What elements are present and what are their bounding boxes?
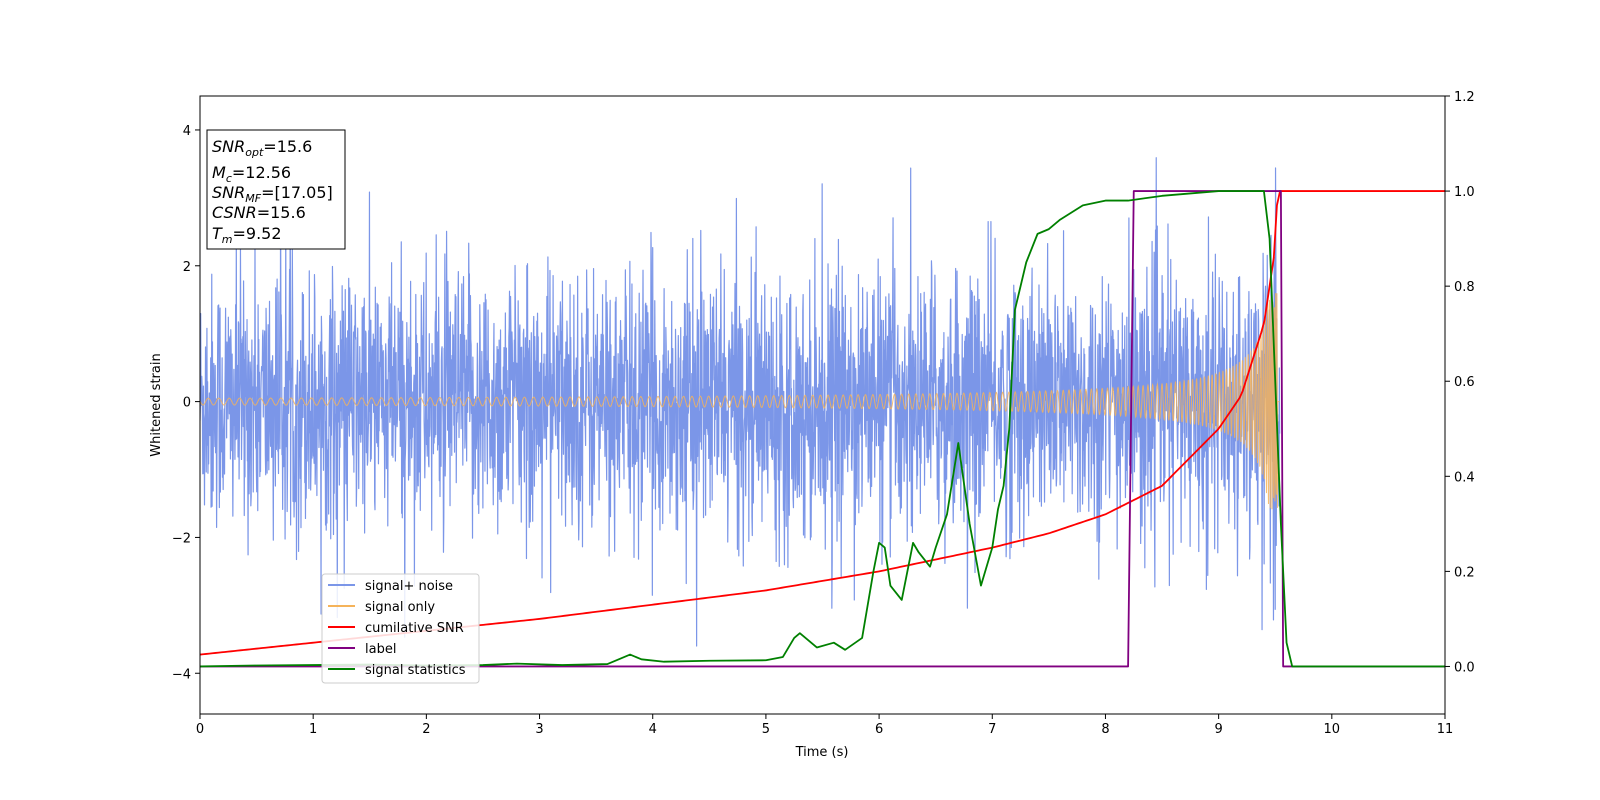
legend-item-cumulative-snr: cumilative SNR	[328, 621, 464, 636]
y-axis-label: Whitened strain	[149, 353, 164, 456]
x-tick-label-8: 8	[1101, 722, 1109, 737]
legend-item-signal-noise: signal+ noise	[328, 579, 453, 594]
x-tick-label-1: 1	[309, 722, 317, 737]
y-left-tick-label-0: −4	[172, 667, 191, 682]
y-right-tick-label-6: 1.2	[1454, 90, 1475, 105]
legend-item-signal-statistics: signal statistics	[328, 663, 466, 678]
svg-text:signal only: signal only	[365, 600, 435, 615]
info-tm: Tm=9.52	[212, 224, 282, 246]
y-right-tick-label-1: 0.2	[1454, 565, 1475, 580]
y-right-tick-label-5: 1.0	[1454, 185, 1475, 200]
legend-item-label: label	[328, 642, 396, 657]
series-signal-only	[200, 293, 1280, 510]
series-signal-noise	[200, 155, 1281, 647]
x-tick-label-6: 6	[875, 722, 883, 737]
svg-text:signal statistics: signal statistics	[365, 663, 466, 678]
y-right-tick-label-2: 0.4	[1454, 470, 1475, 485]
svg-text:cumilative SNR: cumilative SNR	[365, 621, 464, 636]
info-snr-opt: SNRopt=15.6	[212, 137, 312, 159]
info-mc: Mc=12.56	[212, 163, 291, 185]
x-tick-label-3: 3	[535, 722, 543, 737]
y-right-tick-label-4: 0.8	[1454, 280, 1475, 295]
svg-text:signal+ noise: signal+ noise	[365, 579, 453, 594]
x-axis-label: Time (s)	[795, 745, 849, 760]
legend: signal+ noise signal only cumilative SNR…	[321, 573, 480, 684]
info-box: SNRopt=15.6 Mc=12.56 SNRMF=[17.05] CSNR=…	[206, 129, 346, 250]
info-snr-mf: SNRMF=[17.05]	[212, 183, 333, 205]
y-left-tick-label-1: −2	[172, 531, 191, 546]
y-left-tick-label-3: 2	[183, 260, 191, 275]
x-tick-label-0: 0	[196, 722, 204, 737]
y-axis-left: −4 −2 0 2 4	[172, 124, 200, 682]
plot-frame	[199, 95, 1446, 715]
info-csnr: CSNR=15.6	[212, 203, 306, 222]
series-signal-statistics	[200, 190, 1445, 668]
x-tick-label-2: 2	[422, 722, 430, 737]
x-tick-label-10: 10	[1324, 722, 1341, 737]
x-tick-label-11: 11	[1437, 722, 1454, 737]
y-right-tick-label-0: 0.0	[1454, 660, 1475, 675]
x-tick-label-9: 9	[1214, 722, 1222, 737]
y-right-tick-label-3: 0.6	[1454, 375, 1475, 390]
y-left-tick-label-4: 4	[183, 124, 191, 139]
y-left-tick-label-2: 0	[183, 396, 191, 411]
x-tick-label-5: 5	[762, 722, 770, 737]
legend-item-signal-only: signal only	[328, 600, 435, 615]
x-axis: 0 1 2 3 4 5 6 7 8 9 10 11	[196, 714, 1453, 737]
svg-text:label: label	[365, 642, 396, 657]
x-tick-label-4: 4	[649, 722, 657, 737]
x-tick-label-7: 7	[988, 722, 996, 737]
y-axis-right: 0.0 0.2 0.4 0.6 0.8 1.0 1.2	[1445, 90, 1475, 675]
